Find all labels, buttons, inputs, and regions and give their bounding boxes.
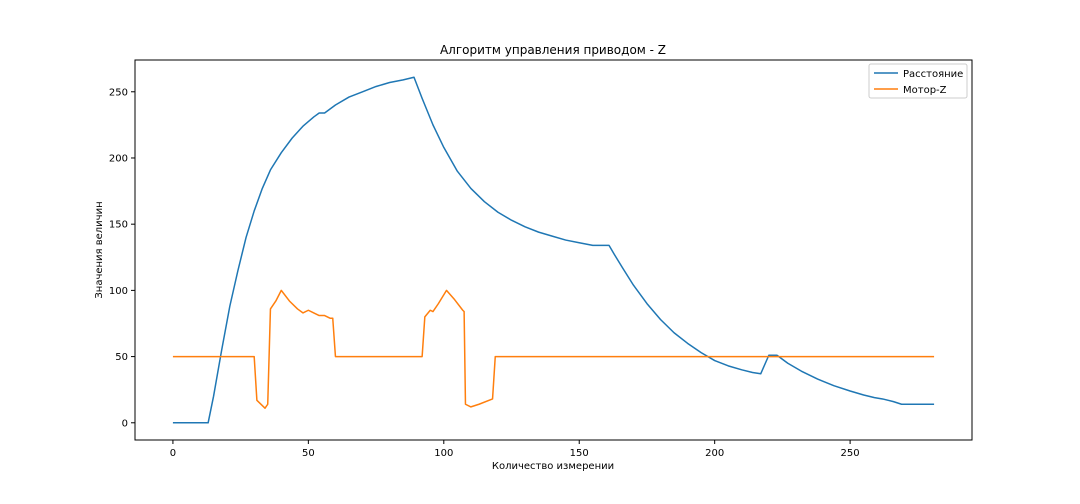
- x-axis-label: Количество измерении: [492, 461, 614, 472]
- x-tick-label: 200: [705, 448, 724, 459]
- axes-frame: [134, 59, 973, 441]
- y-tick-label: 100: [109, 286, 128, 297]
- legend-label-motor: Мотор-Z: [903, 85, 947, 96]
- x-tick-label: 50: [302, 448, 315, 459]
- plot-area: [172, 76, 935, 424]
- legend: Расстояние Мотор-Z: [868, 63, 968, 99]
- y-axis-label: Значения величин: [94, 201, 105, 298]
- series-line-motor: [172, 289, 935, 409]
- y-tick-label: 50: [115, 352, 128, 363]
- y-tick-label: 150: [109, 220, 128, 231]
- y-axis: 0 50 100 150 200 250: [109, 87, 135, 429]
- x-tick-label: 250: [841, 448, 860, 459]
- legend-label-distance: Расстояние: [903, 69, 963, 80]
- x-axis: 0 50 100 150 200 250: [170, 440, 860, 459]
- x-tick-label: 150: [570, 448, 589, 459]
- x-tick-label: 100: [434, 448, 453, 459]
- y-tick-label: 200: [109, 153, 128, 164]
- y-tick-label: 0: [122, 418, 128, 429]
- x-tick-label: 0: [170, 448, 176, 459]
- chart-title: Алгоритм управления приводом - Z: [440, 43, 666, 57]
- y-tick-label: 250: [109, 87, 128, 98]
- series-line-distance: [172, 76, 935, 424]
